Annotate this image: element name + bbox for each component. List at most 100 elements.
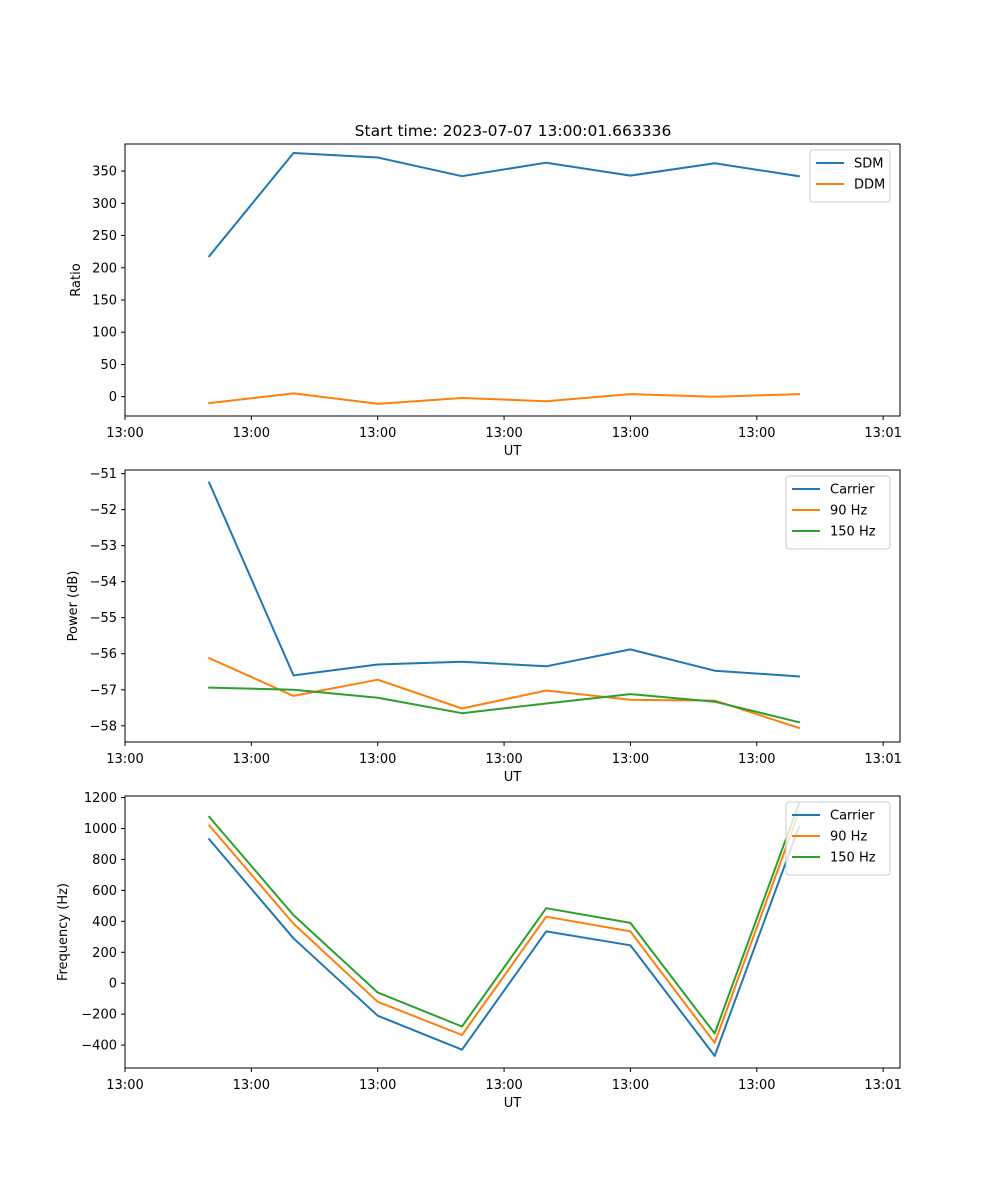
data-point-150-hz — [545, 703, 547, 705]
y-axis-label: Ratio — [69, 263, 84, 296]
data-point-90-hz — [377, 679, 379, 681]
data-point-90-hz — [629, 930, 631, 932]
legend-label-150-hz: 150 Hz — [830, 525, 876, 540]
x-tick-label: 13:00 — [233, 752, 270, 767]
data-point-ddm — [798, 393, 800, 395]
y-tick-label: −57 — [90, 683, 117, 698]
y-tick-label: 0 — [109, 977, 117, 992]
x-tick-label: 13:00 — [738, 752, 775, 767]
data-point-150-hz — [461, 1026, 463, 1028]
data-point-carrier — [461, 1049, 463, 1051]
legend: SDM DDM — [809, 149, 891, 203]
data-point-carrier — [293, 937, 295, 939]
data-point-90-hz — [293, 695, 295, 697]
x-tick-label: 13:00 — [485, 426, 522, 441]
series-line-ddm — [208, 392, 800, 405]
legend-label-90-hz: 90 Hz — [830, 504, 867, 519]
data-point-90-hz — [545, 916, 547, 918]
y-tick-label: −400 — [81, 1039, 117, 1054]
x-tick-label: 13:00 — [738, 1078, 775, 1093]
y-tick-label: 600 — [92, 884, 117, 899]
legend-label-90-hz: 90 Hz — [830, 830, 867, 845]
x-tick-label: 13:00 — [106, 752, 143, 767]
data-point-90-hz — [461, 708, 463, 710]
data-point-150-hz — [629, 922, 631, 924]
data-point-150-hz — [208, 816, 210, 818]
x-tick-label: 13:00 — [106, 426, 143, 441]
data-point-ddm — [208, 402, 210, 404]
x-tick-label: 13:01 — [864, 1078, 901, 1093]
data-point-sdm — [377, 157, 379, 159]
legend-label-150-hz: 150 Hz — [830, 851, 876, 866]
y-tick-label: 800 — [92, 853, 117, 868]
x-tick-label: 13:00 — [738, 426, 775, 441]
x-axis-label: UT — [504, 444, 522, 459]
data-point-90-hz — [798, 727, 800, 729]
data-point-90-hz — [461, 1034, 463, 1036]
data-point-carrier — [798, 675, 800, 677]
x-tick-label: 13:00 — [233, 426, 270, 441]
data-point-carrier — [714, 670, 716, 672]
y-tick-label: −51 — [90, 467, 117, 482]
data-point-150-hz — [629, 693, 631, 695]
series-line-90-hz — [207, 656, 801, 730]
data-point-150-hz — [714, 1033, 716, 1035]
y-tick-label: −52 — [90, 503, 117, 518]
data-point-90-hz — [629, 699, 631, 701]
y-tick-label: 400 — [92, 915, 117, 930]
ratio-panel: 13:00 13:00 13:00 13:00 13:00 13:00 13:01 0 50 10… — [69, 143, 902, 459]
series-line-carrier — [207, 825, 801, 1057]
data-point-carrier — [208, 482, 210, 484]
x-tick-label: 13:00 — [485, 1078, 522, 1093]
axes-frame — [124, 469, 901, 743]
data-point-150-hz — [545, 907, 547, 909]
x-tick-label: 13:01 — [864, 752, 901, 767]
y-tick-label: 0 — [109, 390, 117, 405]
y-tick-label: −58 — [90, 719, 117, 734]
x-tick-label: 13:00 — [359, 426, 396, 441]
data-point-sdm — [208, 255, 210, 257]
data-point-ddm — [293, 392, 295, 394]
data-point-carrier — [293, 674, 295, 676]
y-tick-label: 350 — [92, 165, 117, 180]
y-tick-label: 1000 — [84, 822, 117, 837]
y-tick-label: −56 — [90, 647, 117, 662]
legend-label-carrier: Carrier — [830, 483, 875, 498]
frequency-panel: 13:00 13:00 13:00 13:00 13:00 13:00 13:01 −400 −… — [56, 791, 902, 1111]
data-point-carrier — [629, 648, 631, 650]
y-axis-label: Power (dB) — [66, 571, 81, 642]
y-tick-label: 50 — [100, 358, 117, 373]
data-point-90-hz — [208, 657, 210, 659]
x-axis-label: UT — [504, 770, 522, 785]
legend: Carrier 90 Hz 150 Hz — [785, 475, 891, 550]
data-point-150-hz — [714, 701, 716, 703]
data-point-carrier — [208, 838, 210, 840]
data-point-90-hz — [208, 824, 210, 826]
data-point-sdm — [461, 175, 463, 177]
x-axis-label: UT — [504, 1096, 522, 1111]
data-point-90-hz — [714, 1042, 716, 1044]
axes-frame — [124, 795, 901, 1069]
y-tick-label: −55 — [90, 611, 117, 626]
data-point-sdm — [714, 162, 716, 164]
data-point-90-hz — [377, 1001, 379, 1003]
y-axis-label: Frequency (Hz) — [56, 883, 71, 981]
x-tick-label: 13:00 — [106, 1078, 143, 1093]
y-tick-label: 250 — [92, 229, 117, 244]
data-point-carrier — [377, 1015, 379, 1017]
x-tick-label: 13:00 — [485, 752, 522, 767]
x-tick-label: 13:00 — [233, 1078, 270, 1093]
data-point-ddm — [545, 400, 547, 402]
x-tick-label: 13:00 — [612, 426, 649, 441]
data-point-ddm — [714, 396, 716, 398]
data-point-ddm — [377, 403, 379, 405]
series-line-150-hz — [208, 686, 801, 724]
data-point-sdm — [545, 162, 547, 164]
y-tick-label: 100 — [92, 326, 117, 341]
data-point-150-hz — [293, 914, 295, 916]
y-tick-label: −53 — [90, 539, 117, 554]
x-tick-label: 13:00 — [612, 1078, 649, 1093]
y-tick-label: −200 — [81, 1008, 117, 1023]
power-panel: 13:00 13:00 13:00 13:00 13:00 13:00 13:01 −58 −5… — [66, 467, 902, 785]
